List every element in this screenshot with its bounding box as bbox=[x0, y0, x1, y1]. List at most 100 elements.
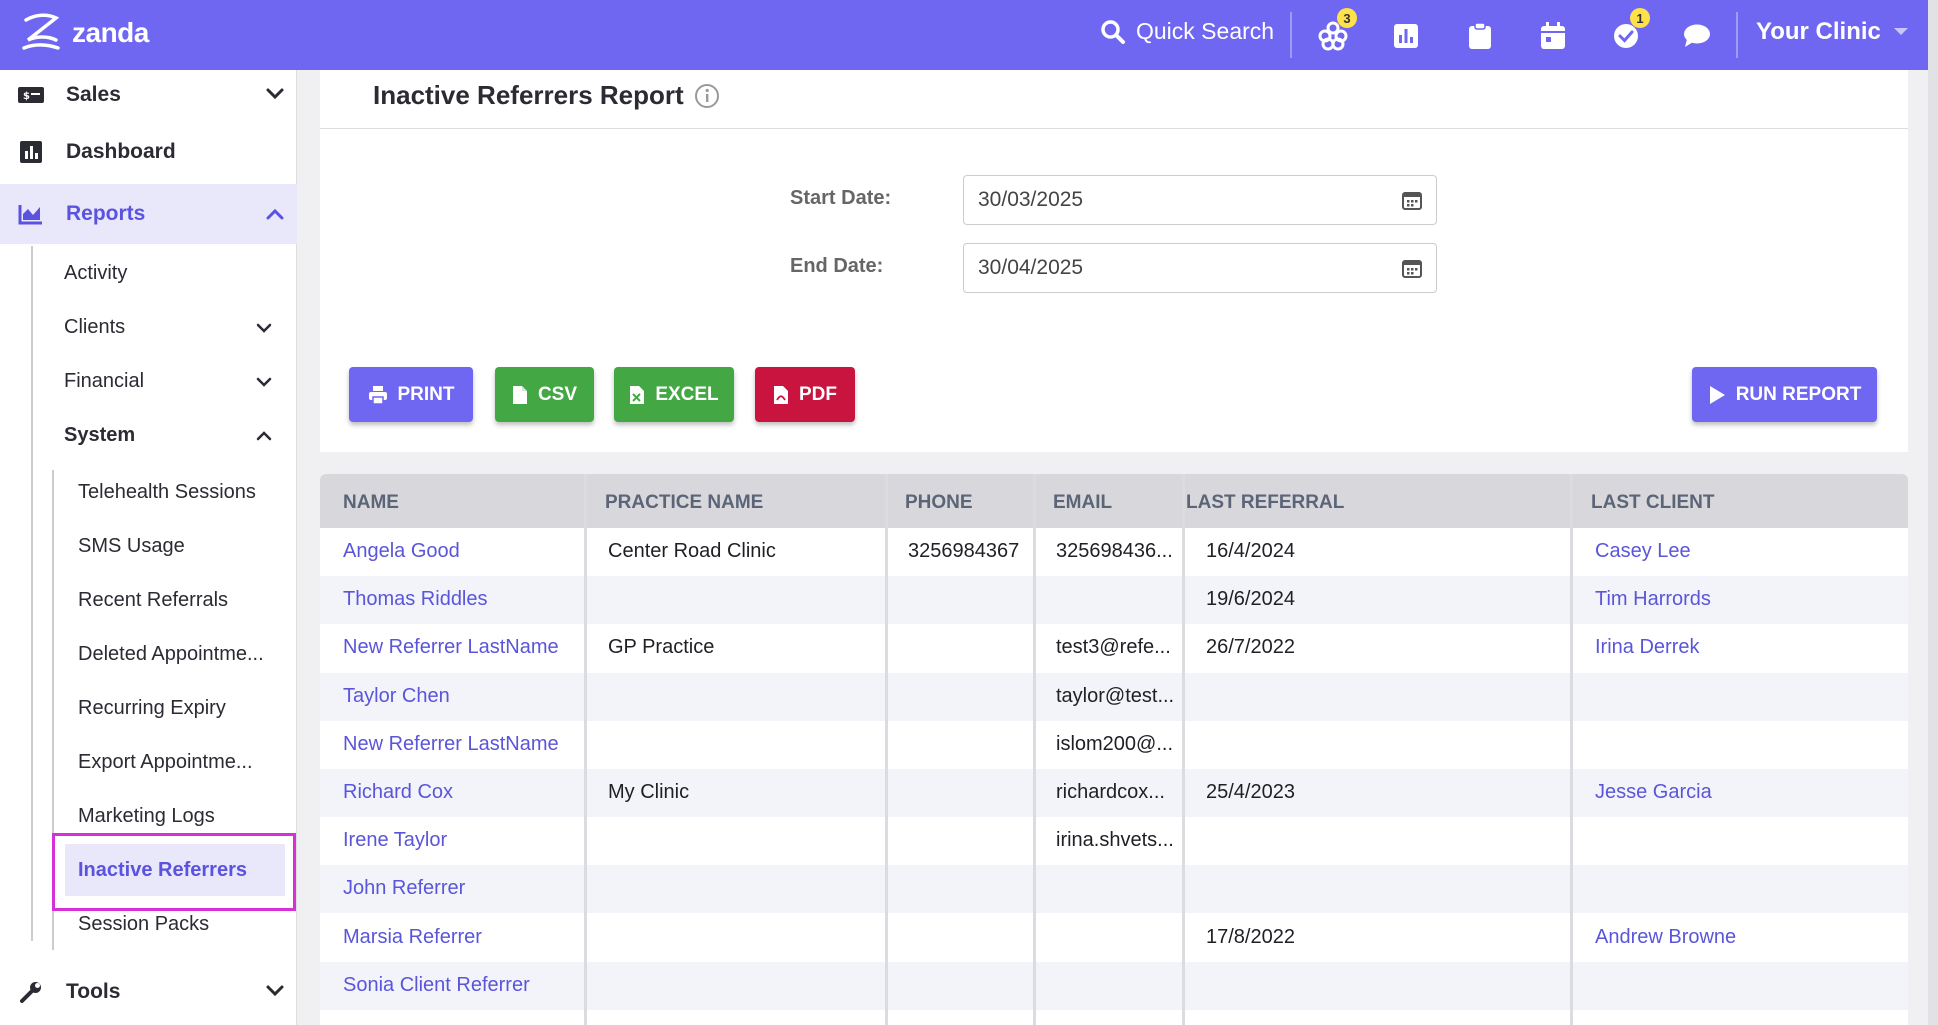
clipboard-button[interactable] bbox=[1464, 20, 1496, 52]
table-row: Angela Good Center Road Clinic 3256984367 3… bbox=[320, 528, 1908, 576]
column-header-practice-name[interactable]: PRACTICE NAME bbox=[605, 492, 764, 513]
pdf-button[interactable]: PDF bbox=[755, 367, 855, 422]
pdf-label: PDF bbox=[799, 383, 837, 405]
cell-last-client[interactable]: Tim Harrords bbox=[1595, 588, 1711, 611]
cell-practice-name: My Clinic bbox=[608, 781, 690, 803]
sidebar-item-label: Activity bbox=[64, 262, 128, 284]
svg-text:$: $ bbox=[23, 91, 30, 102]
table-row: Irene Taylor irina.shvets... bbox=[320, 817, 1908, 865]
sidebar-item-recurring-expiry[interactable]: Recurring Expiry bbox=[78, 697, 226, 719]
column-divider bbox=[885, 474, 888, 1025]
end-date-input[interactable]: 30/04/2025 bbox=[963, 243, 1437, 293]
cell-email: test3@refe... bbox=[1056, 636, 1171, 659]
table-row: New Referrer LastName islom200@... bbox=[320, 721, 1908, 769]
clinic-name: Your Clinic bbox=[1756, 18, 1881, 45]
clinic-selector[interactable]: Your Clinic bbox=[1756, 18, 1909, 46]
cell-name[interactable]: Angela Good bbox=[343, 540, 460, 562]
calendar-icon[interactable] bbox=[1402, 190, 1422, 210]
quick-search[interactable]: Quick Search bbox=[1100, 18, 1274, 45]
cell-email: islom200@... bbox=[1056, 732, 1174, 755]
table-row: Taylor Chen taylor@test... bbox=[320, 672, 1908, 721]
table-header: NAME PRACTICE NAME PHONE EMAIL LAST REFE… bbox=[320, 474, 1908, 528]
column-header-name[interactable]: NAME bbox=[343, 492, 399, 513]
sidebar-item-label: Tools bbox=[66, 979, 121, 1003]
start-date-input[interactable]: 30/03/2025 bbox=[963, 175, 1437, 225]
cell-last-referral: 25/4/2023 bbox=[1206, 781, 1295, 803]
wrench-icon bbox=[18, 979, 44, 1005]
sidebar-item-financial[interactable]: Financial bbox=[64, 370, 274, 393]
report-title-text: Inactive Referrers Report bbox=[373, 80, 684, 110]
cell-email: irina.shvets... bbox=[1056, 829, 1174, 852]
cell-name[interactable]: Sonia Client Referrer bbox=[343, 973, 530, 996]
sidebar-item-tools[interactable]: Tools bbox=[0, 964, 297, 1019]
sidebar-item-label: Sales bbox=[66, 82, 121, 106]
task-check-icon bbox=[1614, 24, 1638, 48]
column-header-last-referral[interactable]: LAST REFERRAL bbox=[1186, 492, 1345, 513]
report-card: Inactive Referrers Report Start Date: 30… bbox=[320, 70, 1908, 452]
clipboard-icon bbox=[1469, 22, 1491, 49]
print-button[interactable]: PRINT bbox=[349, 367, 473, 422]
sidebar-item-sms-usage[interactable]: SMS Usage bbox=[78, 535, 185, 557]
tasks-badge: 1 bbox=[1630, 8, 1650, 28]
area-chart-icon bbox=[18, 201, 44, 227]
sidebar-item-activity[interactable]: Activity bbox=[64, 262, 127, 285]
sidebar-item-system[interactable]: System bbox=[64, 424, 274, 447]
column-divider bbox=[1182, 474, 1185, 1025]
zanda-logo[interactable]: zanda bbox=[18, 10, 149, 56]
column-header-last-client[interactable]: LAST CLIENT bbox=[1591, 492, 1715, 513]
cell-name[interactable]: New Referrer LastName bbox=[343, 636, 559, 659]
run-report-button[interactable]: RUN REPORT bbox=[1692, 367, 1877, 422]
sidebar-item-export-appointments[interactable]: Export Appointme... bbox=[78, 751, 253, 773]
end-date-value: 30/04/2025 bbox=[978, 256, 1084, 279]
sidebar-item-sales[interactable]: $ Sales bbox=[0, 67, 297, 122]
excel-label: EXCEL bbox=[655, 383, 719, 405]
page-scrollbar[interactable] bbox=[1928, 0, 1938, 1025]
caret-down-icon bbox=[1893, 28, 1908, 35]
referrers-table: NAME PRACTICE NAME PHONE EMAIL LAST REFE… bbox=[320, 474, 1908, 1025]
sidebar-item-marketing-logs[interactable]: Marketing Logs bbox=[78, 805, 215, 827]
tasks-button[interactable]: 1 bbox=[1610, 8, 1650, 52]
top-bar: zanda Quick Search 3 bbox=[0, 0, 1938, 70]
sidebar-item-inactive-referrers[interactable]: Inactive Referrers bbox=[65, 844, 285, 896]
cell-name[interactable]: John Referrer bbox=[343, 877, 466, 900]
sidebar-item-dashboard[interactable]: Dashboard bbox=[0, 124, 297, 179]
cell-name[interactable]: Richard Cox bbox=[343, 781, 454, 803]
cell-practice-name: Center Road Clinic bbox=[608, 540, 776, 562]
sidebar-item-deleted-appointments[interactable]: Deleted Appointme... bbox=[78, 643, 264, 665]
csv-button[interactable]: CSV bbox=[495, 367, 594, 422]
cell-name[interactable]: New Referrer LastName bbox=[343, 732, 559, 755]
chat-button[interactable] bbox=[1681, 20, 1713, 52]
cell-last-client[interactable]: Andrew Browne bbox=[1595, 925, 1737, 948]
analytics-button[interactable] bbox=[1390, 20, 1422, 52]
table-row: Marsia Referrer 17/8/2022 Andrew Browne bbox=[320, 914, 1908, 962]
calendar-button[interactable] bbox=[1537, 20, 1569, 52]
chevron-down-icon bbox=[256, 323, 272, 333]
sidebar-item-label: Clients bbox=[64, 316, 126, 338]
cell-last-client[interactable]: Irina Derrek bbox=[1595, 636, 1700, 659]
sidebar-item-clients[interactable]: Clients bbox=[64, 316, 274, 339]
quick-search-label: Quick Search bbox=[1136, 18, 1275, 44]
cell-name[interactable]: Thomas Riddles bbox=[343, 588, 488, 611]
system-tree-line bbox=[52, 470, 54, 950]
calendar-icon[interactable] bbox=[1402, 258, 1422, 278]
cell-name[interactable]: Irene Taylor bbox=[343, 829, 448, 852]
sidebar-item-recent-referrals[interactable]: Recent Referrals bbox=[78, 589, 229, 611]
topbar-separator bbox=[1736, 12, 1738, 58]
cell-last-referral: 19/6/2024 bbox=[1206, 588, 1295, 611]
chart-icon bbox=[1394, 24, 1418, 48]
column-header-email[interactable]: EMAIL bbox=[1053, 492, 1113, 513]
cell-last-client[interactable]: Casey Lee bbox=[1595, 540, 1691, 562]
excel-button[interactable]: EXCEL bbox=[614, 367, 734, 422]
sidebar-item-telehealth-sessions[interactable]: Telehealth Sessions bbox=[78, 481, 256, 503]
sidebar-item-reports[interactable]: Reports bbox=[0, 184, 297, 244]
calendar-icon bbox=[1541, 22, 1565, 49]
cell-name[interactable]: Taylor Chen bbox=[343, 684, 450, 707]
info-icon[interactable] bbox=[694, 83, 720, 109]
column-header-phone[interactable]: PHONE bbox=[905, 492, 973, 513]
cell-name[interactable]: Marsia Referrer bbox=[343, 925, 482, 948]
reports-tree-line bbox=[31, 246, 33, 941]
apps-button[interactable]: 3 bbox=[1317, 8, 1357, 52]
sidebar-item-session-packs[interactable]: Session Packs bbox=[78, 913, 210, 935]
page-title: Inactive Referrers Report bbox=[373, 80, 720, 111]
cell-last-client[interactable]: Jesse Garcia bbox=[1595, 781, 1712, 803]
